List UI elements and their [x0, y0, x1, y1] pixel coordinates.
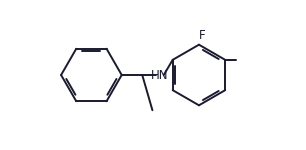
Text: F: F: [199, 29, 205, 42]
Text: HN: HN: [151, 69, 169, 81]
